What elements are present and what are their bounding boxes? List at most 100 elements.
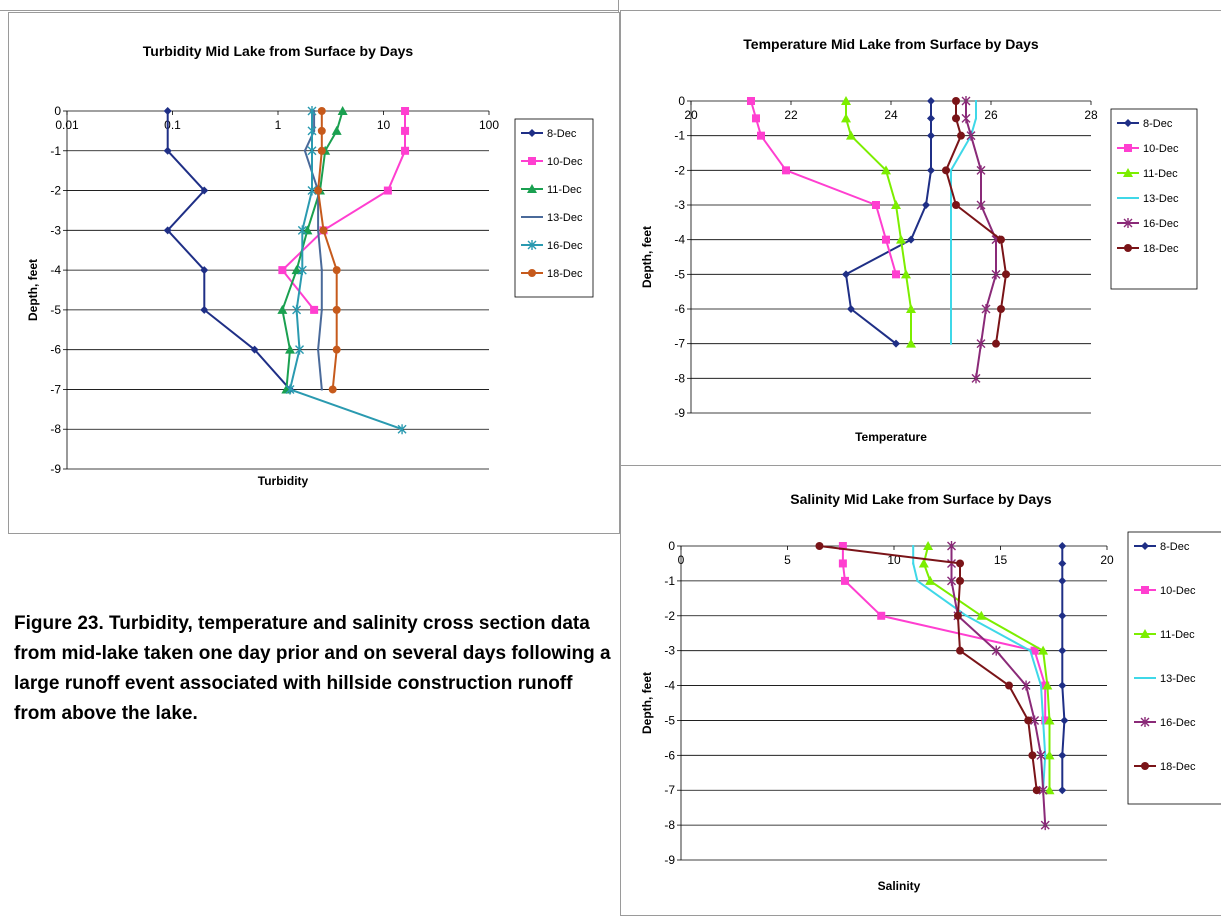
data-point-16-dec: [285, 384, 295, 395]
y-axis-label: Depth, feet: [26, 259, 40, 321]
series-line-16-dec: [950, 546, 1047, 826]
legend-marker-16-dec: [1123, 218, 1133, 228]
legend-label-11-dec: 11-Dec: [547, 184, 582, 196]
legend-marker-16-dec: [527, 240, 537, 250]
data-point-10-dec: [757, 131, 765, 140]
data-point-13-dec: [317, 229, 320, 232]
data-point-18-dec: [332, 345, 341, 354]
data-point-13-dec: [317, 348, 320, 351]
legend-marker-8-dec: [528, 129, 536, 137]
x-tick-label: 20: [684, 108, 698, 122]
data-point-8-dec: [842, 270, 850, 279]
legend-label-13-dec: 13-Dec: [1160, 673, 1196, 685]
data-point-18-dec: [953, 611, 962, 620]
top-border-tick: [618, 0, 619, 12]
data-point-8-dec: [927, 97, 935, 105]
data-point-18-dec: [997, 305, 1005, 313]
y-tick-label: -4: [50, 263, 61, 277]
series-line-11-dec: [845, 101, 912, 344]
data-point-18-dec: [1024, 716, 1033, 725]
data-point-13-dec: [916, 579, 919, 582]
data-point-10-dec: [310, 305, 319, 314]
x-tick-label: 15: [994, 553, 1008, 567]
legend-marker-18-dec: [1124, 244, 1132, 252]
data-point-13-dec: [950, 169, 952, 172]
data-point-10-dec: [872, 201, 880, 209]
data-point-13-dec: [1029, 649, 1032, 652]
y-tick-label: -3: [50, 223, 61, 237]
y-tick-label: -9: [664, 853, 675, 867]
y-tick-label: -2: [674, 163, 685, 177]
data-point-16-dec: [947, 575, 957, 586]
data-point-16-dec: [1036, 750, 1046, 761]
data-point-11-dec: [881, 165, 891, 175]
data-point-16-dec: [297, 265, 307, 276]
legend-label-16-dec: 16-Dec: [1143, 218, 1179, 230]
data-point-18-dec: [992, 339, 1000, 348]
y-tick-label: -9: [50, 462, 61, 476]
chart-title: Salinity Mid Lake from Surface by Days: [790, 491, 1052, 507]
y-tick-label: -6: [50, 343, 61, 357]
data-point-16-dec: [991, 269, 1001, 280]
legend-label-18-dec: 18-Dec: [1143, 243, 1179, 255]
y-axis-label: Depth, feet: [640, 672, 654, 734]
data-point-18-dec: [332, 305, 341, 314]
data-point-11-dec: [1044, 750, 1055, 760]
data-point-18-dec: [942, 166, 950, 175]
legend-box: [514, 118, 594, 298]
x-tick-label: 100: [479, 118, 499, 132]
data-point-18-dec: [956, 559, 965, 568]
data-point-16-dec: [1040, 820, 1050, 831]
data-point-10-dec: [401, 146, 410, 155]
legend-box: [1127, 531, 1221, 805]
data-point-10-dec: [278, 266, 287, 275]
y-tick-label: -7: [664, 783, 675, 797]
data-point-8-dec: [907, 235, 915, 244]
chart-svg: Turbidity Mid Lake from Surface by Days 0…: [26, 43, 594, 488]
data-point-11-dec: [331, 125, 342, 135]
y-axis-label: Depth, feet: [640, 226, 654, 288]
data-point-13-dec: [320, 269, 323, 272]
data-point-16-dec: [991, 645, 1001, 656]
data-point-13-dec: [313, 129, 316, 132]
data-point-8-dec: [1058, 646, 1067, 655]
data-point-11-dec: [918, 558, 929, 568]
legend-label-10-dec: 10-Dec: [1143, 143, 1179, 155]
data-point-16-dec: [295, 344, 305, 355]
data-point-11-dec: [1044, 785, 1055, 795]
y-tick-label: -5: [664, 713, 675, 727]
legend-label-13-dec: 13-Dec: [1143, 193, 1179, 205]
data-point-11-dec: [906, 338, 916, 348]
data-point-18-dec: [317, 107, 326, 115]
x-tick-label: 22: [784, 108, 798, 122]
x-tick-label: 5: [784, 553, 791, 567]
data-point-16-dec: [1021, 680, 1031, 691]
data-point-18-dec: [957, 131, 965, 140]
chart-legend: 8-Dec 10-Dec 11-Dec 13-Dec 16-Dec 18-Dec: [514, 118, 594, 298]
data-point-18-dec: [317, 126, 326, 135]
y-tick-label: -4: [674, 233, 685, 247]
data-point-16-dec: [976, 200, 986, 210]
data-point-11-dec: [901, 269, 911, 279]
data-point-18-dec: [317, 146, 326, 155]
y-tick-label: -7: [674, 337, 685, 351]
legend-label-18-dec: 18-Dec: [547, 268, 583, 280]
data-point-10-dec: [841, 576, 850, 585]
data-point-8-dec: [200, 305, 209, 314]
data-point-8-dec: [1058, 542, 1067, 550]
data-point-18-dec: [1032, 786, 1041, 795]
series-line-10-dec: [750, 100, 897, 275]
y-tick-label: -8: [674, 371, 685, 385]
x-tick-label: 26: [984, 108, 998, 122]
data-point-13-dec: [313, 110, 316, 112]
data-point-10-dec: [838, 542, 847, 550]
data-point-16-dec: [961, 113, 971, 124]
y-tick-label: 0: [678, 94, 685, 108]
chart-legend: 8-Dec 10-Dec 11-Dec 13-Dec 16-Dec 18-Dec: [1110, 108, 1198, 290]
legend-label-13-dec: 13-Dec: [547, 212, 583, 224]
data-point-11-dec: [923, 541, 934, 550]
data-point-11-dec: [841, 96, 851, 105]
legend-marker-13-dec: [1144, 677, 1146, 679]
y-tick-label: -8: [664, 818, 675, 832]
data-point-16-dec: [947, 541, 957, 551]
